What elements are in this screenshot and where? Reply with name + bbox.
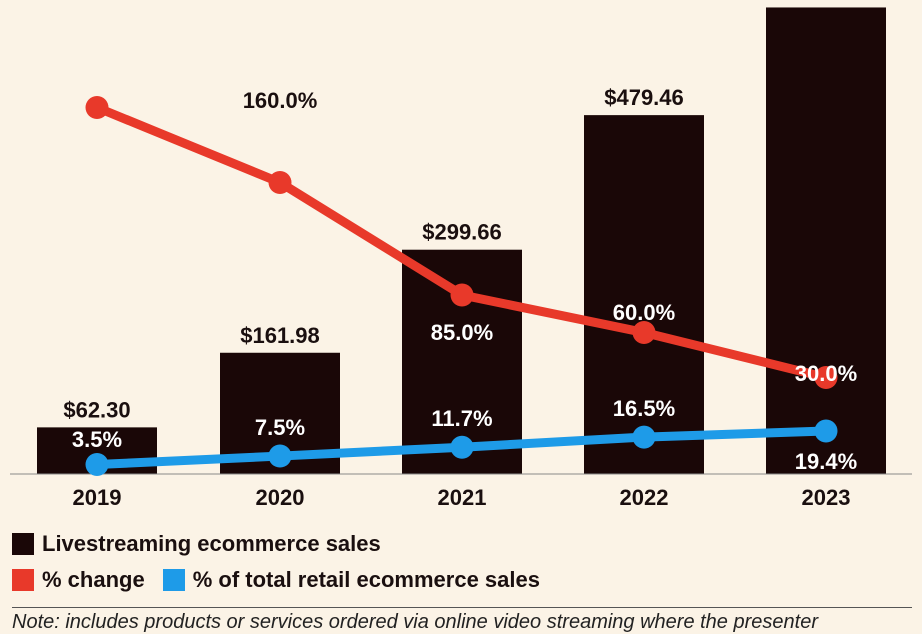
share-label-2022: 16.5% (613, 396, 675, 421)
change-label-2020: 160.0% (243, 88, 318, 113)
legend-swatch-share (162, 569, 185, 591)
x-tick-label-2021: 2021 (438, 485, 487, 510)
legend-row-2: % change % of total retail ecommerce sal… (12, 567, 558, 593)
combo-chart: 2019 2020 2021 2022 2023 $62.30 $161.98 $299.66… (10, 7, 912, 510)
legend-row-1: Livestreaming ecommerce sales (12, 531, 399, 557)
change-label-2022: 60.0% (613, 300, 675, 325)
legend-item-sales: Livestreaming ecommerce sales (12, 531, 381, 557)
change-point-2021 (450, 283, 474, 307)
bar-value-label-2019: $62.30 (63, 397, 130, 422)
note-divider (12, 607, 912, 608)
share-point-2022 (632, 425, 656, 449)
share-label-2023: 19.4% (795, 449, 857, 474)
share-label-2021: 11.7% (431, 406, 492, 431)
bar-2022 (584, 115, 704, 474)
chart-note: Note: includes products or services orde… (12, 611, 818, 633)
change-point-2023 (814, 366, 838, 389)
share-point-2020 (268, 444, 292, 468)
bar-value-label-2020: $161.98 (240, 323, 320, 348)
share-point-2023 (814, 419, 838, 443)
change-label-2023: 30.0% (795, 361, 857, 386)
x-tick-label-2019: 2019 (73, 485, 122, 510)
change-point-2019 (85, 96, 109, 119)
change-point-2022 (632, 321, 656, 344)
legend-item-share: % of total retail ecommerce sales (162, 567, 540, 593)
x-tick-label-2023: 2023 (802, 485, 851, 510)
change-point-2020 (268, 171, 292, 194)
legend-label-sales: Livestreaming ecommerce sales (42, 531, 381, 556)
share-point-2021 (450, 435, 474, 459)
legend-label-change: % change (42, 567, 145, 592)
share-point-2019 (85, 453, 109, 476)
x-tick-label-2020: 2020 (256, 485, 305, 510)
legend-swatch-sales (12, 533, 34, 555)
legend-swatch-change (12, 569, 34, 591)
bar-value-label-2022: $479.46 (604, 85, 684, 110)
x-tick-label-2022: 2022 (620, 485, 669, 510)
bar-2023 (766, 7, 886, 474)
change-label-2021: 85.0% (431, 320, 493, 345)
legend-item-change: % change (12, 567, 145, 593)
share-label-2020: 7.5% (255, 415, 305, 440)
share-label-2019: 3.5% (72, 427, 122, 452)
bar-value-label-2021: $299.66 (422, 220, 502, 245)
legend-label-share: % of total retail ecommerce sales (192, 567, 540, 592)
